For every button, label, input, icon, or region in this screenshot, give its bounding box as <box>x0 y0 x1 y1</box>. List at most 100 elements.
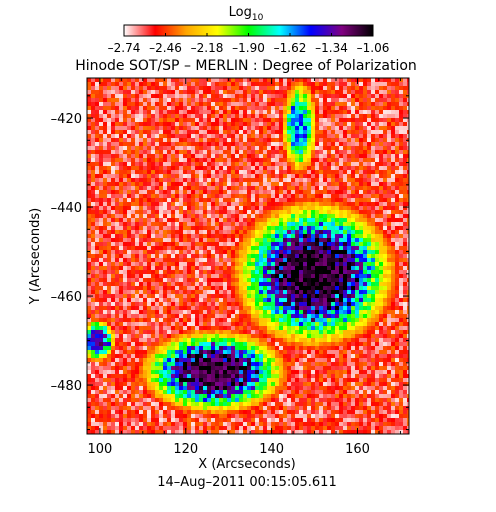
heatmap-cell <box>371 178 375 182</box>
heatmap-cell <box>299 278 303 282</box>
heatmap-cell <box>167 222 171 226</box>
heatmap-cell <box>367 158 371 162</box>
heatmap-cell <box>283 210 287 214</box>
heatmap-cell <box>147 218 151 222</box>
heatmap-cell <box>391 138 395 142</box>
heatmap-cell <box>275 122 279 126</box>
heatmap-cell <box>307 94 311 98</box>
heatmap-cell <box>227 254 231 258</box>
heatmap-cell <box>295 138 299 142</box>
heatmap-cell <box>91 298 95 302</box>
heatmap-cell <box>299 90 303 94</box>
heatmap-cell <box>391 218 395 222</box>
heatmap-cell <box>399 94 403 98</box>
heatmap-cell <box>211 314 215 318</box>
heatmap-cell <box>131 198 135 202</box>
heatmap-cell <box>295 278 299 282</box>
heatmap-cell <box>387 102 391 106</box>
heatmap-cell <box>263 222 267 226</box>
heatmap-cell <box>187 258 191 262</box>
heatmap-cell <box>183 318 187 322</box>
heatmap-cell <box>167 122 171 126</box>
heatmap-cell <box>191 198 195 202</box>
heatmap-cell <box>387 238 391 242</box>
heatmap-cell <box>315 126 319 130</box>
heatmap-cell <box>147 254 151 258</box>
heatmap-cell <box>151 270 155 274</box>
heatmap-cell <box>247 158 251 162</box>
heatmap-cell <box>111 198 115 202</box>
heatmap-cell <box>383 290 387 294</box>
heatmap-cell <box>399 250 403 254</box>
heatmap-cell <box>299 170 303 174</box>
heatmap-cell <box>399 154 403 158</box>
heatmap-cell <box>295 90 299 94</box>
heatmap-cell <box>119 298 123 302</box>
heatmap-cell <box>287 130 291 134</box>
heatmap-cell <box>283 122 287 126</box>
heatmap-cell <box>299 318 303 322</box>
heatmap-cell <box>139 126 143 130</box>
heatmap-cell <box>303 314 307 318</box>
heatmap-cell <box>251 166 255 170</box>
heatmap-cell <box>103 294 107 298</box>
heatmap-cell <box>303 146 307 150</box>
heatmap-cell <box>111 90 115 94</box>
heatmap-cell <box>375 314 379 318</box>
heatmap-cell <box>227 146 231 150</box>
heatmap-cell <box>183 230 187 234</box>
heatmap-cell <box>179 114 183 118</box>
heatmap-cell <box>315 102 319 106</box>
heatmap-cell <box>283 274 287 278</box>
heatmap-cell <box>271 310 275 314</box>
heatmap-cell <box>391 222 395 226</box>
heatmap-cell <box>391 306 395 310</box>
heatmap-cell <box>307 102 311 106</box>
heatmap-cell <box>247 78 251 82</box>
heatmap-cell <box>243 314 247 318</box>
heatmap-cell <box>99 98 103 102</box>
heatmap-cell <box>123 158 127 162</box>
heatmap-cell <box>159 122 163 126</box>
heatmap-cell <box>151 198 155 202</box>
heatmap-cell <box>363 298 367 302</box>
heatmap-cell <box>159 130 163 134</box>
heatmap-cell <box>183 86 187 90</box>
heatmap-cell <box>163 178 167 182</box>
heatmap-cell <box>103 258 107 262</box>
chart-title: Hinode SOT/SP – MERLIN : Degree of Polar… <box>75 58 417 74</box>
heatmap-cell <box>119 194 123 198</box>
heatmap-cell <box>391 242 395 246</box>
heatmap-cell <box>319 290 323 294</box>
heatmap-cell <box>107 94 111 98</box>
heatmap-cell <box>239 106 243 110</box>
heatmap-cell <box>211 102 215 106</box>
heatmap-cell <box>271 110 275 114</box>
heatmap-cell <box>195 274 199 278</box>
heatmap-cell <box>271 198 275 202</box>
heatmap-cell <box>203 238 207 242</box>
heatmap-cell <box>351 202 355 206</box>
heatmap-cell <box>147 266 151 270</box>
heatmap-cell <box>135 306 139 310</box>
heatmap-cell <box>147 234 151 238</box>
heatmap-cell <box>91 314 95 318</box>
heatmap-cell <box>295 214 299 218</box>
heatmap-cell <box>299 146 303 150</box>
heatmap-cell <box>87 162 91 166</box>
heatmap-cell <box>259 238 263 242</box>
heatmap-cell <box>155 306 159 310</box>
heatmap-cell <box>207 230 211 234</box>
heatmap-cell <box>87 198 91 202</box>
heatmap-cell <box>127 298 131 302</box>
heatmap-cell <box>347 222 351 226</box>
heatmap-cell <box>323 178 327 182</box>
heatmap-cell <box>359 198 363 202</box>
heatmap-cell <box>383 258 387 262</box>
heatmap-cell <box>399 122 403 126</box>
heatmap-cell <box>387 282 391 286</box>
heatmap-cell <box>303 126 307 130</box>
heatmap-cell <box>143 186 147 190</box>
heatmap-cell <box>251 238 255 242</box>
heatmap-cell <box>207 302 211 306</box>
